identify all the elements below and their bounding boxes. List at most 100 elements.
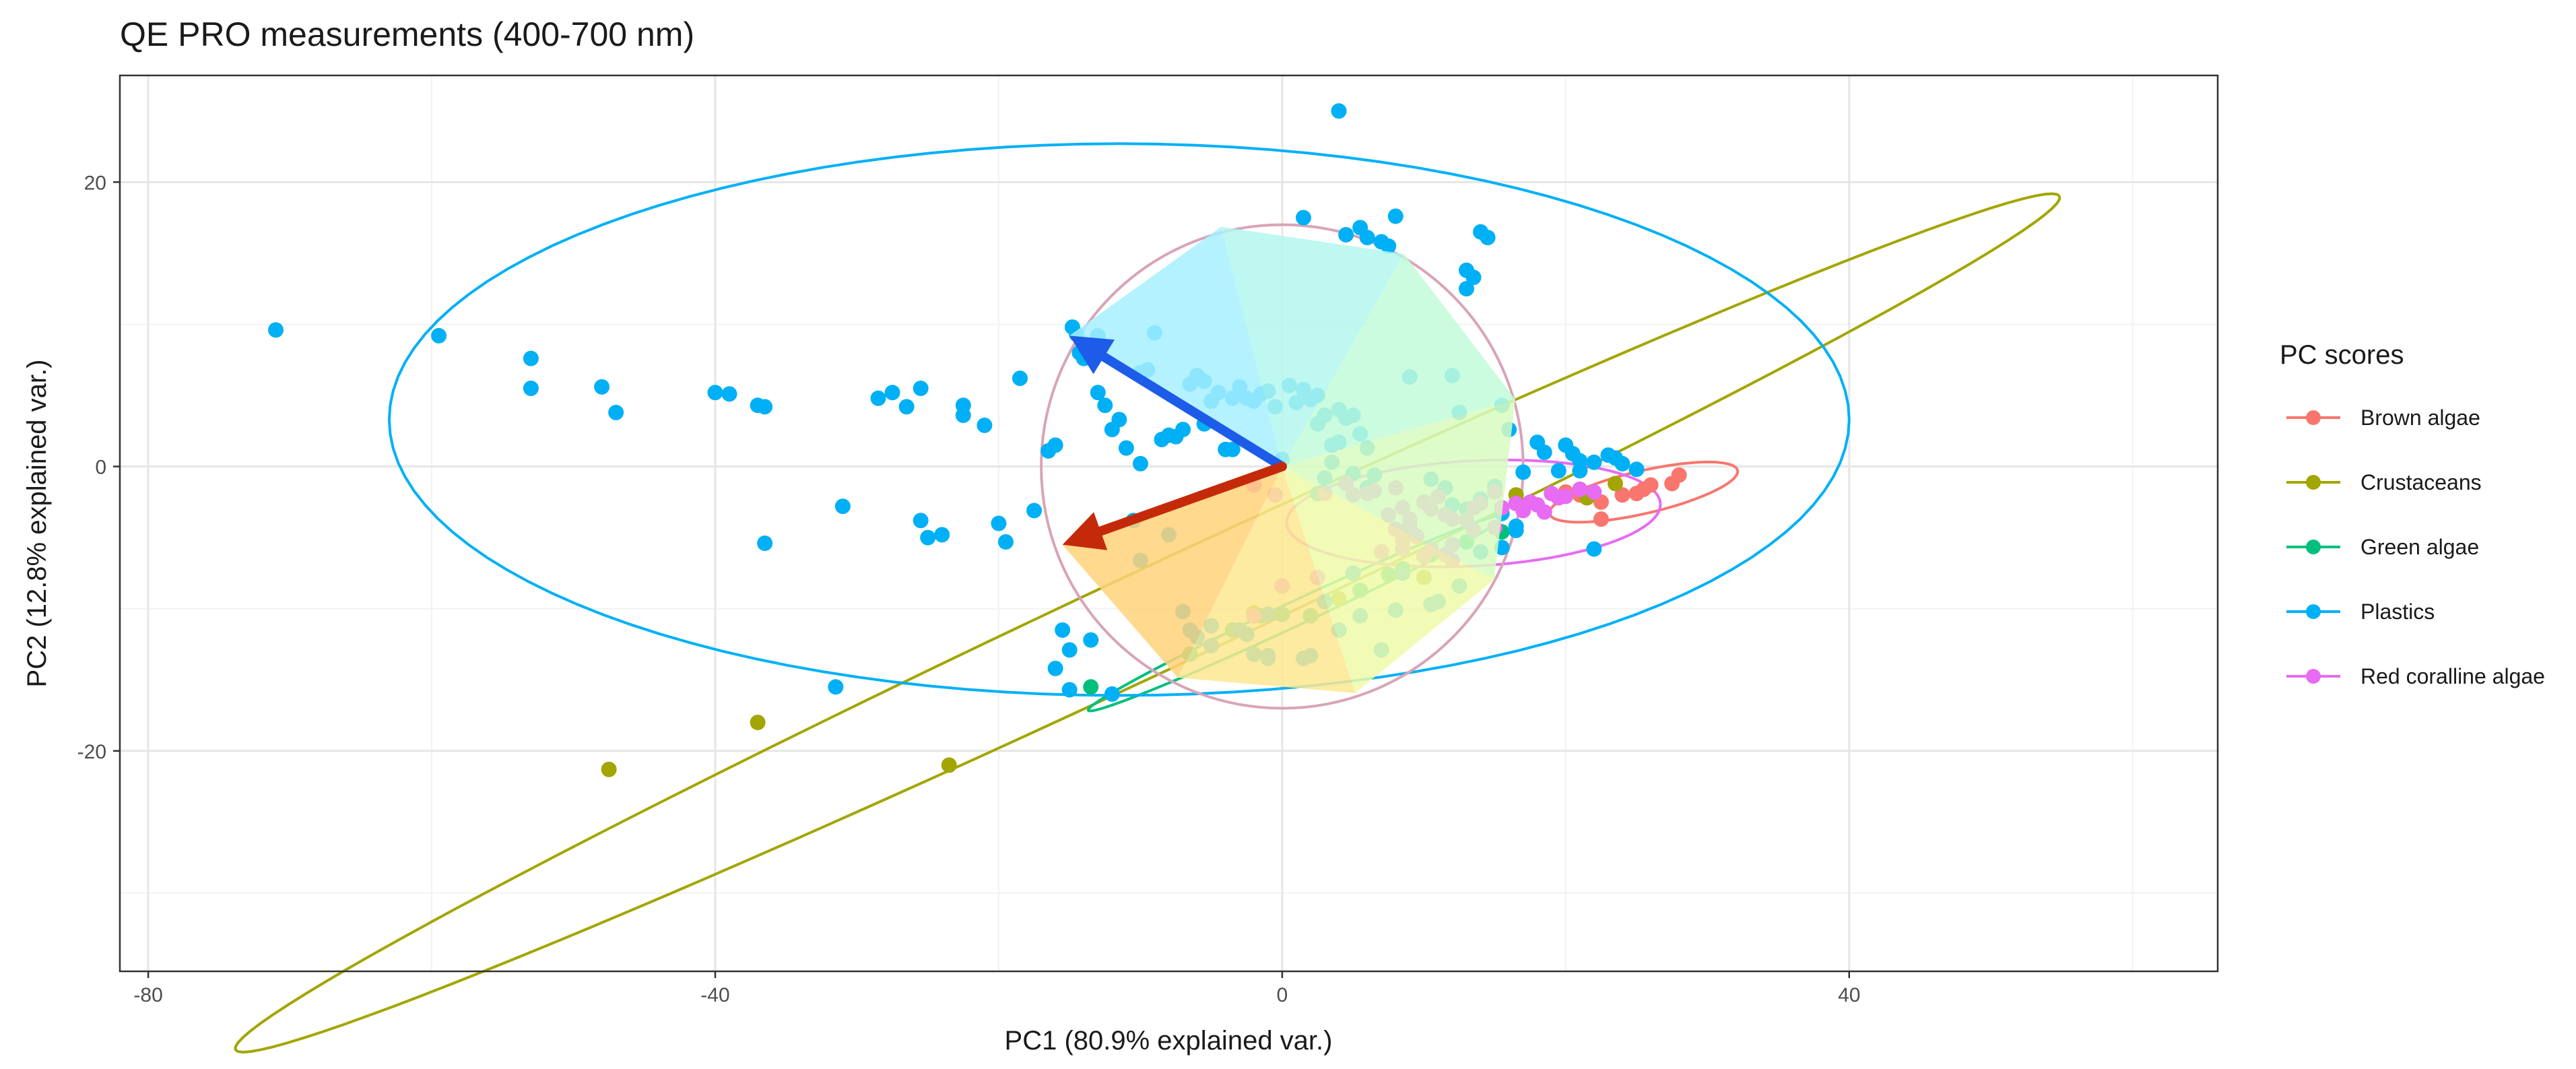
point-plastics: [1055, 622, 1071, 638]
point-plastics: [721, 386, 737, 402]
point-plastics: [997, 533, 1014, 550]
point-plastics: [870, 390, 886, 406]
point-plastics: [913, 380, 929, 396]
legend-item-crustaceans: Crustaceans: [2286, 470, 2482, 494]
legend-key-point: [2306, 540, 2321, 554]
panel-border: [119, 74, 2219, 973]
y-tick-label: -20: [77, 741, 106, 763]
point-plastics: [1515, 464, 1531, 480]
x-tick-label: 40: [1838, 984, 1860, 1006]
point-plastics: [1083, 632, 1099, 648]
point-plastics: [757, 399, 773, 415]
point-brown-algae: [1636, 481, 1652, 497]
legend-label: Brown algae: [2360, 406, 2480, 430]
point-crustaceans: [601, 761, 617, 777]
point-plastics: [1118, 440, 1134, 456]
point-plastics: [1175, 422, 1191, 438]
loading-fan-wedge: [1221, 226, 1404, 467]
legend-label: Green algae: [2360, 535, 2479, 559]
x-tick-label: -40: [700, 984, 729, 1006]
x-tick-label: 0: [1277, 984, 1288, 1006]
point-plastics: [1331, 103, 1347, 119]
point-plastics: [1090, 385, 1106, 401]
point-plastics: [828, 679, 844, 695]
point-plastics: [1480, 230, 1496, 246]
y-tick-label: 0: [95, 457, 106, 479]
point-plastics: [1381, 238, 1397, 254]
point-plastics: [913, 513, 929, 529]
point-plastics: [1465, 269, 1482, 286]
chart-title: QE PRO measurements (400-700 nm): [120, 15, 694, 53]
point-plastics: [1628, 461, 1645, 478]
point-plastics: [431, 327, 447, 344]
point-plastics: [1586, 454, 1602, 470]
legend-item-green-algae: Green algae: [2286, 535, 2479, 559]
point-plastics: [991, 515, 1007, 531]
legend: PC scores Brown algae Crustaceans Green al…: [2280, 340, 2545, 688]
point-plastics: [1295, 209, 1311, 226]
point-red-coralline-algae: [1536, 504, 1552, 520]
point-plastics: [523, 350, 539, 366]
axes: -80 -40 0 40 -20 0 20: [77, 172, 1861, 1006]
point-brown-algae: [1593, 511, 1609, 527]
ellipse-plastics: [387, 142, 1851, 697]
point-red-coralline-algae: [1586, 484, 1602, 500]
point-plastics: [1586, 541, 1602, 557]
y-axis-label: PC2 (12.8% explained var.): [22, 360, 52, 688]
point-brown-algae: [1671, 467, 1687, 483]
legend-title: PC scores: [2280, 340, 2404, 370]
legend-key-point: [2306, 669, 2321, 684]
legend-label: Plastics: [2360, 600, 2435, 624]
point-plastics: [1104, 686, 1120, 702]
point-plastics: [1061, 682, 1078, 698]
point-plastics: [977, 417, 993, 433]
loading-arrow-shaft: [1080, 461, 1287, 542]
point-plastics: [757, 536, 773, 552]
x-axis-label: PC1 (80.9% explained var.): [1005, 1026, 1333, 1056]
point-crustaceans: [941, 757, 957, 773]
point-plastics: [1508, 523, 1524, 539]
point-plastics: [1012, 370, 1028, 387]
loading-arrow-head: [1069, 335, 1115, 375]
point-red-coralline-algae: [1558, 488, 1574, 505]
point-crustaceans: [1607, 476, 1623, 492]
legend-item-plastics: Plastics: [2286, 600, 2435, 624]
ellipse-crustaceans: [234, 192, 2061, 1054]
point-plastics: [1614, 455, 1630, 472]
x-tick-label: -80: [133, 984, 162, 1006]
point-red-coralline-algae: [1572, 481, 1588, 497]
point-brown-algae: [1614, 487, 1630, 503]
loading-fan-wedge: [1282, 254, 1515, 467]
point-plastics: [268, 322, 284, 338]
legend-key-point: [2306, 410, 2321, 425]
point-plastics: [523, 380, 539, 396]
point-crustaceans: [750, 715, 766, 731]
point-plastics: [1458, 281, 1474, 297]
point-plastics: [1061, 642, 1078, 658]
point-plastics: [1387, 208, 1403, 224]
point-plastics: [934, 527, 950, 543]
legend-item-brown-algae: Brown algae: [2286, 406, 2480, 430]
point-plastics: [1359, 230, 1375, 246]
point-plastics: [1338, 226, 1354, 242]
legend-item-red-coralline-algae: Red coralline algae: [2286, 664, 2545, 688]
point-plastics: [1132, 455, 1148, 472]
point-plastics: [920, 529, 936, 546]
point-plastics: [1047, 660, 1063, 676]
point-plastics: [1097, 397, 1113, 414]
point-plastics: [1111, 412, 1127, 428]
legend-label: Crustaceans: [2360, 470, 2482, 494]
loading-arrows: [1062, 226, 1515, 693]
loading-fan-wedge: [1282, 399, 1515, 580]
point-plastics: [1026, 503, 1043, 519]
point-plastics: [594, 379, 610, 395]
point-plastics: [1047, 437, 1063, 453]
point-plastics: [884, 385, 900, 401]
point-plastics: [955, 408, 971, 424]
loading-arrow-shaft: [1085, 344, 1287, 472]
loading-fan-wedge: [1062, 466, 1282, 678]
y-tick-label: 20: [84, 172, 106, 194]
point-plastics: [898, 399, 915, 415]
